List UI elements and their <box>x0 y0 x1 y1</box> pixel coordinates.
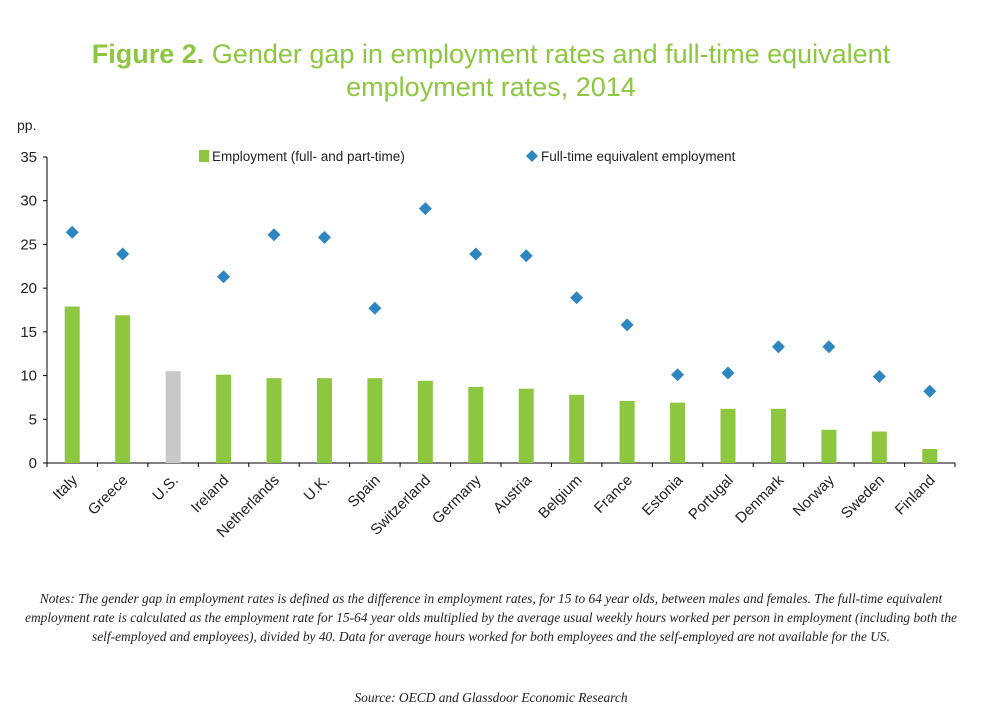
y-tick-label: 25 <box>20 236 37 253</box>
x-tick-label: Austria <box>490 471 535 516</box>
bar-sweden <box>871 431 887 463</box>
x-tick-label: Spain <box>345 472 384 511</box>
point-switzerland <box>418 202 432 216</box>
x-tick-label: Norway <box>790 471 838 519</box>
bar-finland <box>922 449 938 463</box>
bar-denmark <box>770 408 786 463</box>
x-tick-label: Sweden <box>838 472 888 522</box>
legend-label-bar: Employment (full- and part-time) <box>212 149 405 164</box>
point-norway <box>822 340 836 354</box>
chart-notes: Notes: The gender gap in employment rate… <box>25 591 957 644</box>
x-tick-label: Portugal <box>685 472 737 524</box>
point-ireland <box>217 270 231 284</box>
y-tick-label: 5 <box>29 411 37 428</box>
bar-norway <box>821 429 837 463</box>
chart-bars <box>64 306 938 463</box>
point-spain <box>368 301 382 315</box>
x-tick-label: Germany <box>429 471 485 527</box>
bar-ireland <box>216 374 232 463</box>
x-tick-label: Italy <box>50 471 82 503</box>
point-estonia <box>671 368 685 382</box>
x-tick-label: Belgium <box>535 472 585 522</box>
point-sweden <box>872 369 886 383</box>
legend-label-diamond: Full-time equivalent employment <box>541 149 736 164</box>
bar-greece <box>115 315 131 463</box>
x-tick-label: U.S. <box>149 472 182 505</box>
y-tick-label: 35 <box>20 149 37 166</box>
bar-spain <box>367 378 383 463</box>
chart-legend: Employment (full- and part-time) Full-tim… <box>199 149 736 164</box>
x-tick-label: France <box>591 472 636 517</box>
bar-germany <box>468 386 484 463</box>
figure-label: Figure 2. <box>91 39 205 69</box>
point-u-k <box>317 230 331 244</box>
title-line-2: employment rates, 2014 <box>346 72 636 102</box>
x-tick-label: Ireland <box>188 472 232 516</box>
legend-swatch-bar <box>199 150 209 162</box>
y-tick-label: 15 <box>20 324 37 341</box>
point-austria <box>519 249 533 263</box>
x-tick-label: Estonia <box>639 471 687 519</box>
bar-u-k <box>316 378 332 463</box>
bar-austria <box>518 388 534 463</box>
point-denmark <box>771 340 785 354</box>
bar-belgium <box>569 394 585 463</box>
point-greece <box>116 247 130 261</box>
y-tick-label: 10 <box>20 368 37 385</box>
chart-source: Source: OECD and Glassdoor Economic Rese… <box>354 690 628 705</box>
y-axis-label: pp. <box>17 117 36 133</box>
legend-swatch-diamond <box>526 150 538 162</box>
bar-italy <box>64 306 80 463</box>
y-tick-label: 30 <box>20 193 37 210</box>
chart: 0 5 10 15 20 25 30 35 pp. Italy Greece U.S. Ireland… <box>17 117 956 541</box>
point-netherlands <box>267 228 281 242</box>
y-tick-label: 20 <box>20 280 37 297</box>
bar-france <box>619 400 635 463</box>
point-belgium <box>570 291 584 305</box>
point-france <box>620 318 634 332</box>
chart-axes: 0 5 10 15 20 25 30 35 pp. <box>17 117 956 472</box>
bar-switzerland <box>417 380 433 463</box>
bar-portugal <box>720 408 736 463</box>
point-italy <box>65 225 79 239</box>
x-tick-label: U.K. <box>301 472 334 505</box>
chart-title: Figure 2. Gender gap in employment rates… <box>0 38 982 104</box>
x-tick-label: Greece <box>85 472 132 519</box>
bar-netherlands <box>266 378 282 463</box>
x-tick-label: Denmark <box>732 471 787 526</box>
bar-estonia <box>670 402 686 463</box>
point-germany <box>469 247 483 261</box>
y-tick-label: 0 <box>29 455 37 472</box>
bar-u-s <box>165 371 181 463</box>
point-portugal <box>721 366 735 380</box>
chart-diamonds <box>65 202 937 398</box>
point-finland <box>923 384 937 398</box>
x-tick-label: Finland <box>892 472 939 519</box>
title-line-1: Gender gap in employment rates and full-… <box>211 39 891 69</box>
